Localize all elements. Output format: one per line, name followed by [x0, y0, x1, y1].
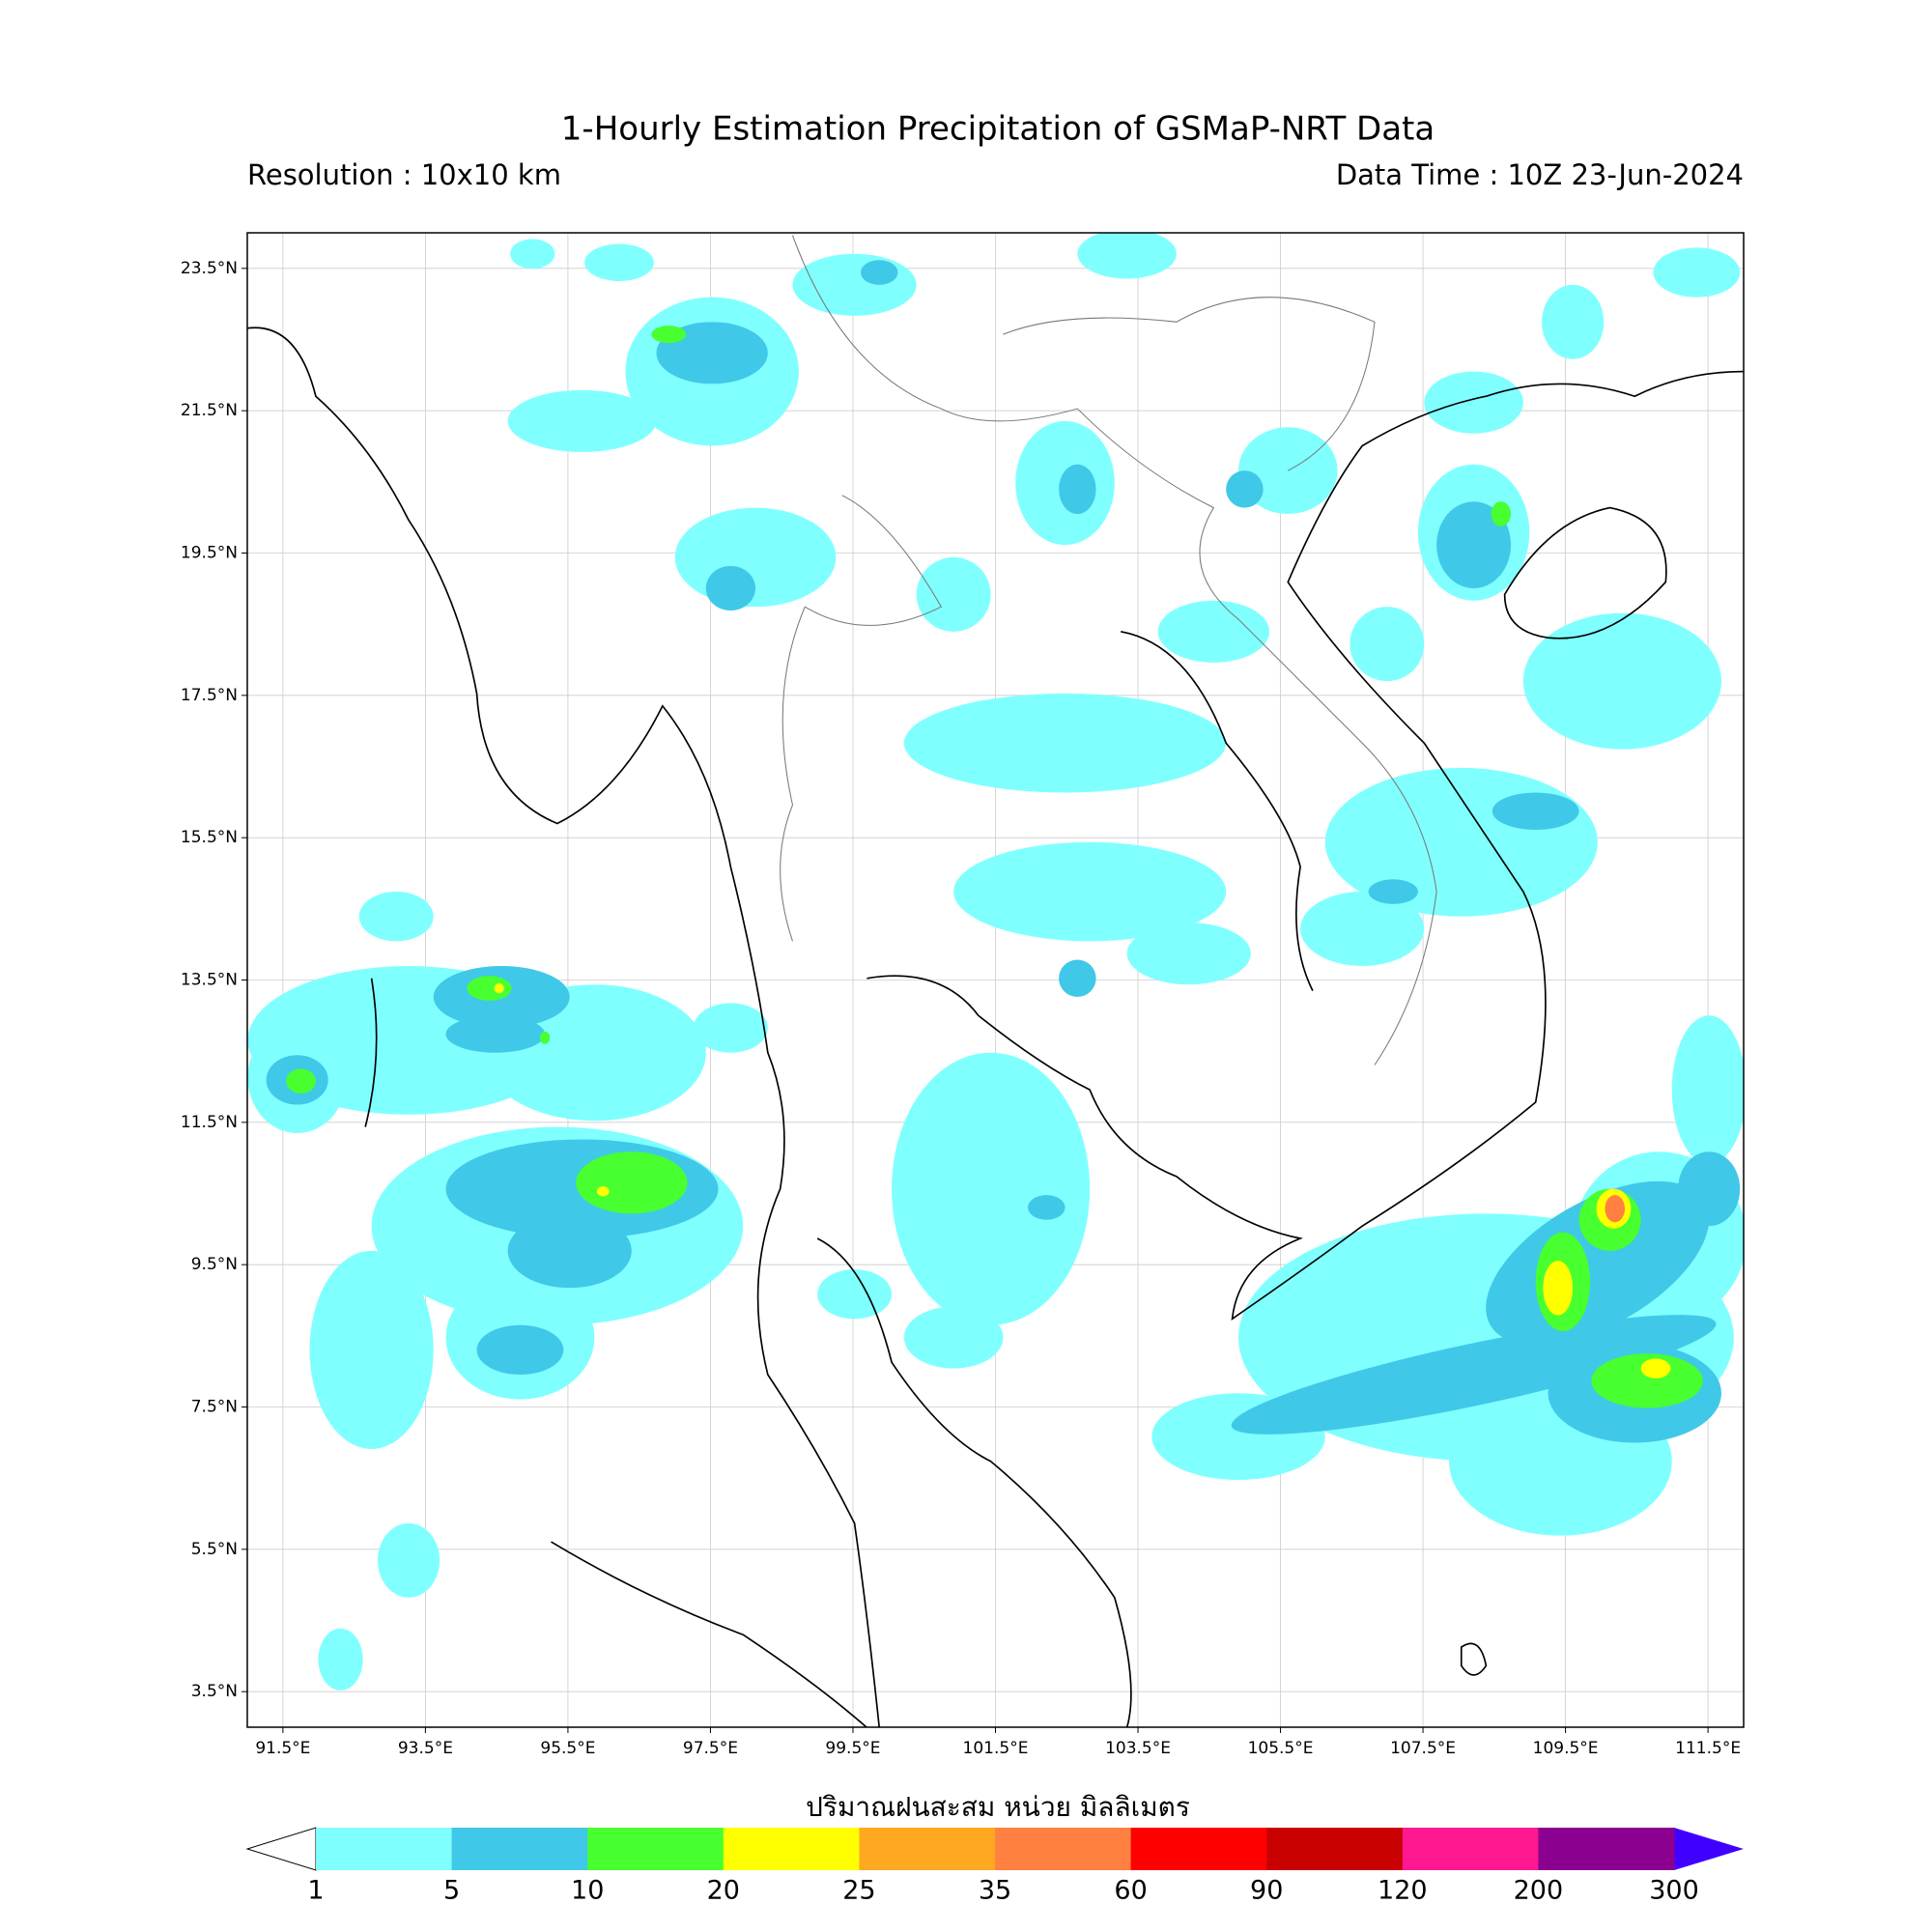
lat-tick-label: 21.5°N [181, 401, 238, 420]
lon-tick-label: 93.5°E [398, 1739, 453, 1758]
colorbar-label: 120 [1378, 1876, 1428, 1906]
lon-tick-label: 107.5°E [1390, 1739, 1456, 1758]
lat-tick-label: 9.5°N [191, 1255, 238, 1274]
lon-tick-label: 101.5°E [963, 1739, 1029, 1758]
colorbar-label: 200 [1514, 1876, 1564, 1906]
colorbar-label: 20 [707, 1876, 740, 1906]
colorbar-box [859, 1828, 996, 1870]
lat-tick-label: 7.5°N [191, 1398, 238, 1417]
colorbar-under [245, 1827, 317, 1871]
lat-tick-label: 3.5°N [191, 1682, 238, 1701]
colorbar-box [587, 1828, 724, 1870]
data-time: Data Time : 10Z 23-Jun-2024 [1336, 158, 1744, 191]
colorbar-title: ปริมาณฝนสะสม หน่วย มิลลิเมตร [806, 1791, 1190, 1823]
colorbar-box [1538, 1828, 1675, 1870]
lon-tick-label: 99.5°E [825, 1739, 880, 1758]
lat-tick-label: 19.5°N [181, 544, 238, 563]
colorbar-box [1402, 1828, 1539, 1870]
lat-tick-label: 17.5°N [181, 686, 238, 705]
lon-tick-label: 95.5°E [540, 1739, 595, 1758]
colorbar-box [451, 1828, 588, 1870]
colorbar-box [723, 1828, 860, 1870]
colorbar-label: 1 [307, 1876, 324, 1906]
lon-tick-label: 97.5°E [683, 1739, 738, 1758]
lat-tick-label: 15.5°N [181, 828, 238, 847]
lon-tick-label: 91.5°E [255, 1739, 310, 1758]
colorbar-label: 300 [1649, 1876, 1699, 1906]
colorbar-over [1674, 1828, 1744, 1870]
lat-tick-label: 5.5°N [191, 1540, 238, 1559]
resolution: Resolution : 10x10 km [247, 158, 561, 191]
colorbar-label: 25 [842, 1876, 875, 1906]
map [247, 233, 1744, 1727]
lat-tick-label: 13.5°N [181, 971, 238, 990]
colorbar-label: 35 [979, 1876, 1011, 1906]
colorbar-box [316, 1828, 453, 1870]
title: 1-Hourly Estimation Precipitation of GSM… [561, 110, 1435, 149]
lon-tick-label: 111.5°E [1675, 1739, 1741, 1758]
colorbar-box [995, 1828, 1132, 1870]
lon-tick-label: 109.5°E [1533, 1739, 1599, 1758]
colorbar-box [1266, 1828, 1404, 1870]
colorbar-label: 60 [1114, 1876, 1147, 1906]
colorbar-label: 90 [1250, 1876, 1283, 1906]
lon-tick-label: 105.5°E [1248, 1739, 1314, 1758]
colorbar-label: 5 [443, 1876, 460, 1906]
precip-field [247, 233, 1744, 1727]
lon-tick-label: 103.5°E [1105, 1739, 1171, 1758]
colorbar-box [1130, 1828, 1267, 1870]
lat-tick-label: 11.5°N [181, 1113, 238, 1132]
lat-tick-label: 23.5°N [181, 259, 238, 278]
colorbar-label: 10 [571, 1876, 604, 1906]
